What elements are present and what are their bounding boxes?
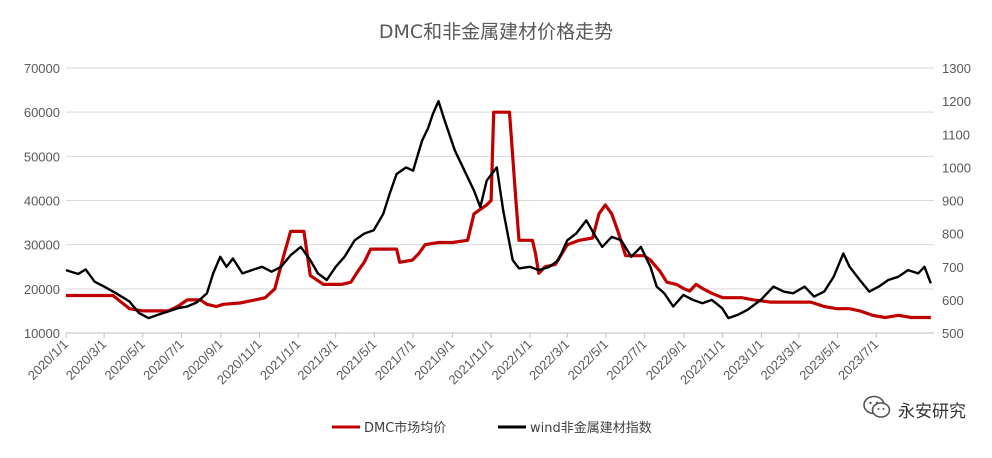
right-tick-label: 1000 <box>942 160 971 175</box>
wechat-icon <box>862 394 892 424</box>
x-tick-label: 2020/1/1 <box>25 337 71 383</box>
right-tick-label: 500 <box>942 326 964 341</box>
x-tick-label: 2023/7/1 <box>835 337 881 383</box>
x-tick-label: 2023/1/1 <box>720 337 766 383</box>
legend: DMC市场均价 wind非金属建材指数 <box>332 420 652 436</box>
legend-label: wind非金属建材指数 <box>530 420 652 436</box>
legend-label: DMC市场均价 <box>364 420 446 436</box>
x-tick-label: 2021/1/1 <box>257 337 303 383</box>
series-group <box>65 99 932 320</box>
right-tick-label: 600 <box>942 293 964 308</box>
x-tick-label: 2022/7/1 <box>603 337 649 383</box>
x-tick-label: 2023/3/1 <box>758 337 804 383</box>
left-tick-label: 20000 <box>24 282 60 297</box>
x-tick-label: 2021/3/1 <box>294 337 340 383</box>
right-axis: 500 600 700 800 900 1000 1100 1200 1300 <box>942 61 971 341</box>
watermark-text: 永安研究 <box>898 401 966 422</box>
x-tick-label: 2022/1/1 <box>489 337 535 383</box>
left-tick-label: 50000 <box>24 149 60 164</box>
x-tick-label: 2020/3/1 <box>63 337 109 383</box>
right-tick-label: 1300 <box>942 61 971 76</box>
right-tick-label: 700 <box>942 260 964 275</box>
right-tick-label: 900 <box>942 194 964 209</box>
right-tick-label: 800 <box>942 227 964 242</box>
x-tick-label: 2021/5/1 <box>333 337 379 383</box>
grid <box>66 67 934 334</box>
left-tick-label: 60000 <box>24 105 60 120</box>
left-tick-label: 40000 <box>24 194 60 209</box>
x-tick-label: 2020/7/1 <box>140 337 186 383</box>
x-tick-label: 2020/5/1 <box>102 337 148 383</box>
watermark: 永安研究 <box>862 394 966 424</box>
x-tick-label: 2021/7/1 <box>372 337 418 383</box>
right-tick-label: 1100 <box>942 127 970 142</box>
left-axis: 10000 20000 30000 40000 50000 60000 70000 <box>24 61 60 341</box>
x-tick-label: 2023/5/1 <box>796 337 842 383</box>
series-line-1 <box>66 110 931 320</box>
chart-title: DMC和非金属建材价格走势 <box>379 21 613 43</box>
x-tick-label: 2022/5/1 <box>565 337 611 383</box>
x-tick-label: 2022/3/1 <box>526 337 572 383</box>
right-tick-label: 1200 <box>942 94 971 109</box>
left-tick-label: 70000 <box>24 61 60 76</box>
series-line-2 <box>65 99 932 320</box>
x-axis: 2020/1/12020/3/12020/5/12020/7/12020/9/1… <box>25 333 881 387</box>
left-tick-label: 10000 <box>24 326 60 341</box>
left-tick-label: 30000 <box>24 238 60 253</box>
